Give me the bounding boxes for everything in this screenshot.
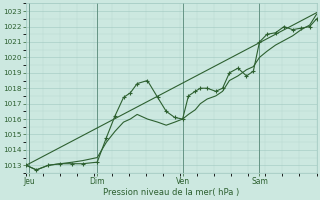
X-axis label: Pression niveau de la mer( hPa ): Pression niveau de la mer( hPa ) xyxy=(103,188,239,197)
